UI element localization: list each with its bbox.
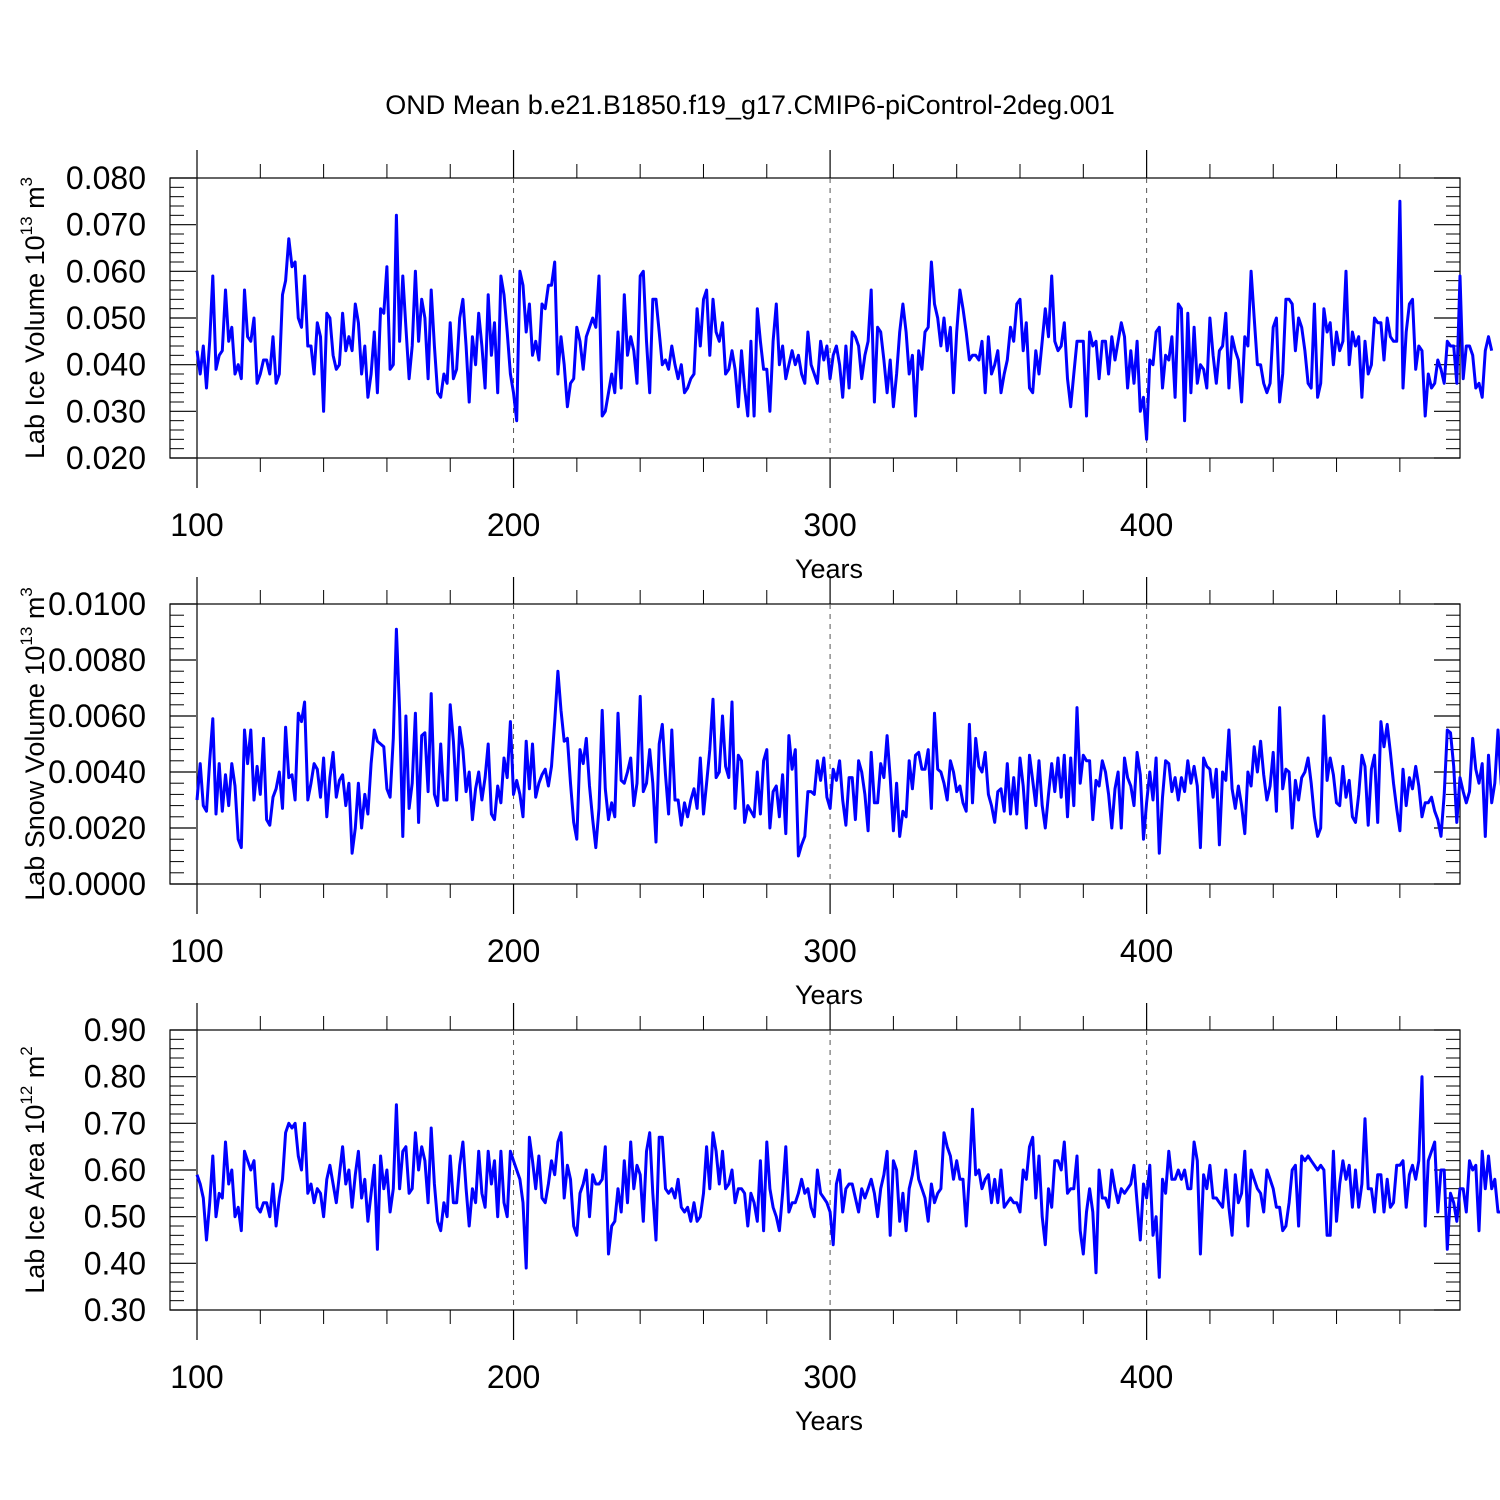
x-tick-label: 200 — [487, 1359, 540, 1395]
y-axis-label-unit-exponent: 3 — [17, 177, 36, 186]
y-tick-label: 0.0080 — [48, 642, 146, 678]
x-tick-label: 400 — [1120, 1359, 1173, 1395]
x-axis-label: Years — [795, 980, 863, 1010]
x-tick-label: 400 — [1120, 933, 1173, 969]
y-tick-label: 0.0020 — [48, 810, 146, 846]
panels: 100 200 300 400 0.020 0.030 0.040 0.050 0.060 0.0… — [17, 150, 1500, 1436]
y-axis-label: Lab Snow Volume 1013 m3 — [17, 587, 50, 901]
x-tick-label: 300 — [803, 1359, 856, 1395]
y-axis-label-exponent: 12 — [17, 1086, 36, 1105]
y-axis-label-unit: m — [20, 186, 50, 216]
y-tick-label: 0.40 — [84, 1245, 146, 1281]
y-tick-label: 0.080 — [66, 160, 146, 196]
series-line — [195, 199, 1494, 441]
y-axis-label: Lab Ice Volume 1013 m3 — [17, 177, 50, 459]
y-tick-label: 0.0060 — [48, 698, 146, 734]
x-tick-label: 100 — [170, 1359, 223, 1395]
y-tick-label: 0.020 — [66, 440, 146, 476]
plot-frame — [169, 603, 1461, 885]
y-tick-label: 0.0000 — [48, 866, 146, 902]
y-axis-label-exponent: 13 — [17, 216, 36, 235]
panel-snow-volume: 100 200 300 400 0.0000 0.0020 0.0040 0.0060 0.00… — [17, 577, 1500, 1010]
y-axis-label-text: Lab Ice Area 10 — [20, 1105, 50, 1294]
plot-frame — [169, 177, 1461, 459]
y-tick-label: 0.30 — [84, 1292, 146, 1328]
panel-ice-volume: 100 200 300 400 0.020 0.030 0.040 0.050 0.060 0.0… — [17, 150, 1494, 584]
y-tick-label: 0.070 — [66, 207, 146, 243]
y-axis-label-unit-exponent: 3 — [17, 587, 36, 596]
y-tick-label: 0.050 — [66, 300, 146, 336]
series-line — [195, 1075, 1500, 1279]
y-axis-label-unit: m — [20, 597, 50, 627]
x-tick-label: 100 — [170, 933, 223, 969]
series-line — [195, 627, 1500, 858]
y-tick-label: 0.0040 — [48, 754, 146, 790]
y-axis-label-unit: m — [20, 1056, 50, 1086]
y-tick-label: 0.50 — [84, 1199, 146, 1235]
y-tick-label: 0.60 — [84, 1152, 146, 1188]
y-tick-label: 0.70 — [84, 1105, 146, 1141]
x-tick-label: 200 — [487, 933, 540, 969]
x-tick-label: 200 — [487, 507, 540, 543]
x-tick-label: 100 — [170, 507, 223, 543]
y-tick-label: 0.030 — [66, 393, 146, 429]
x-axis-label: Years — [795, 554, 863, 584]
y-tick-label: 0.060 — [66, 253, 146, 289]
x-tick-label: 300 — [803, 507, 856, 543]
y-axis-label-text: Lab Ice Volume 10 — [20, 235, 50, 459]
figure-title: OND Mean b.e21.B1850.f19_g17.CMIP6-piCon… — [385, 90, 1114, 120]
y-axis-label: Lab Ice Area 1012 m2 — [17, 1046, 50, 1294]
x-tick-label: 300 — [803, 933, 856, 969]
y-axis-label-text: Lab Snow Volume 10 — [20, 646, 50, 901]
y-tick-label: 0.80 — [84, 1059, 146, 1095]
y-axis-label-unit-exponent: 2 — [17, 1046, 36, 1055]
y-tick-label: 0.0100 — [48, 586, 146, 622]
y-tick-label: 0.90 — [84, 1012, 146, 1048]
x-axis-label: Years — [795, 1406, 863, 1436]
y-axis-label-exponent: 13 — [17, 627, 36, 646]
x-tick-label: 400 — [1120, 507, 1173, 543]
panel-ice-area: 100 200 300 400 0.30 0.40 0.50 0.60 0.70 0.80 0.90… — [17, 1003, 1500, 1436]
y-tick-label: 0.040 — [66, 347, 146, 383]
